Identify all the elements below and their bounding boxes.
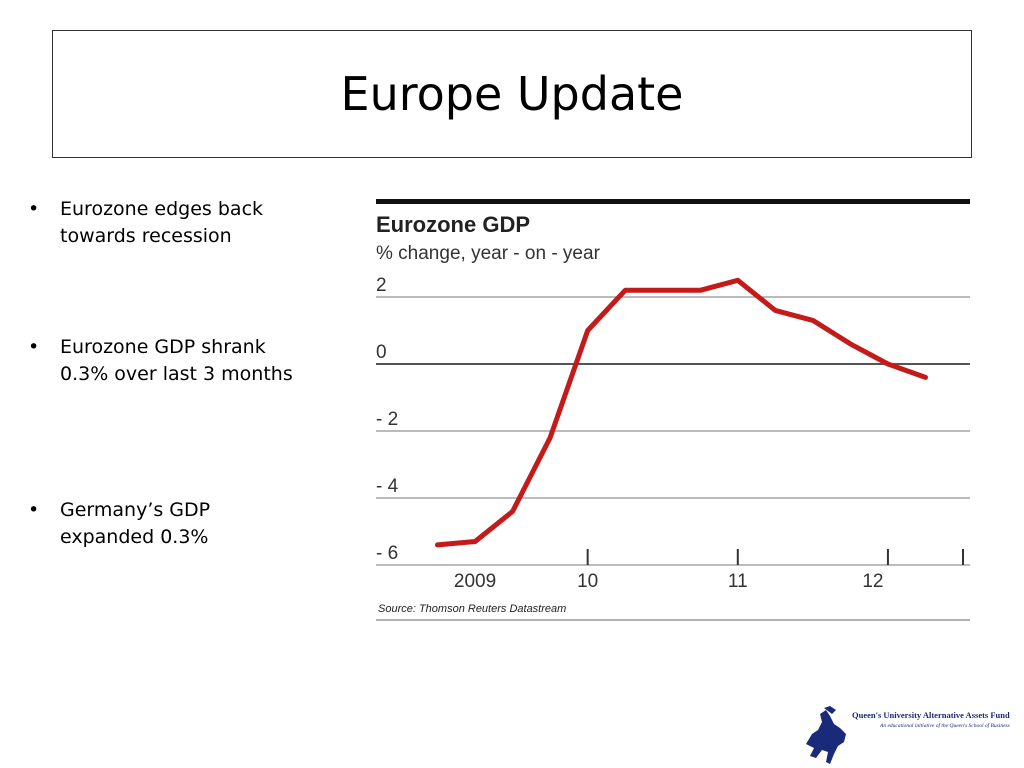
y-tick-label: 2 (376, 275, 387, 296)
horse-rider-icon (806, 706, 846, 764)
chart-gridlines: 2 0 - 2 - 4 - 6 (376, 275, 970, 566)
chart-series (435, 277, 928, 548)
bullet-text: Eurozone GDP shrank 0.3% over last 3 mon… (60, 336, 293, 385)
bullet-text: Eurozone edges back towards recession (60, 198, 264, 247)
bullet-item: • Eurozone edges back towards recession (22, 196, 322, 250)
chart-axis-ticks: 2009 10 11 12 (454, 549, 964, 592)
chart-source: Source: Thomson Reuters Datastream (378, 603, 566, 615)
x-tick-label: 11 (728, 571, 748, 592)
logo-name: Queen's University Alternative Assets Fu… (852, 710, 1010, 720)
x-tick-label: 2009 (454, 571, 496, 592)
y-tick-label: 0 (376, 342, 387, 363)
y-tick-label: - 6 (376, 543, 398, 564)
bullet-dot: • (28, 198, 40, 220)
bullet-dot: • (28, 336, 40, 358)
bullet-item: • Germany’s GDP expanded 0.3% (22, 497, 322, 551)
chart-top-rule (376, 199, 970, 204)
bullet-text: Germany’s GDP expanded 0.3% (60, 499, 211, 548)
chart-title: Eurozone GDP (376, 212, 530, 237)
gdp-series-line (435, 277, 928, 548)
x-tick-label: 12 (862, 571, 883, 592)
y-tick-label: - 2 (376, 409, 398, 430)
bullet-dot: • (28, 499, 40, 521)
title-box: Europe Update (52, 30, 972, 158)
x-tick-label: 10 (577, 571, 598, 592)
logo-tagline: An educational initiative of the Queen's… (880, 723, 1010, 729)
bullet-item: • Eurozone GDP shrank 0.3% over last 3 m… (22, 334, 322, 388)
fund-logo: Queen's University Alternative Assets Fu… (800, 704, 1020, 766)
chart-subtitle: % change, year - on - year (376, 243, 601, 264)
slide-title: Europe Update (340, 67, 684, 121)
y-tick-label: - 4 (376, 476, 399, 497)
